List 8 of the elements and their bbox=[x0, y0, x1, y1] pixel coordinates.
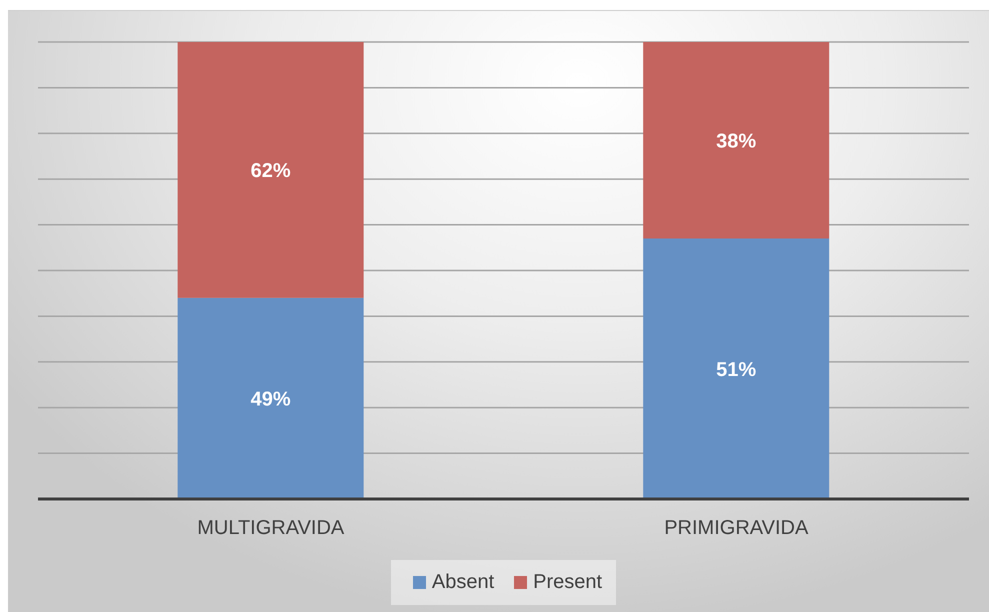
x-tick-label: PRIMIGRAVIDA bbox=[664, 517, 809, 540]
x-tick-label: MULTIGRAVIDA bbox=[197, 517, 345, 540]
annotation: 51% bbox=[716, 358, 756, 381]
annotation: 38% bbox=[716, 130, 756, 152]
legend-label: Absent bbox=[432, 571, 494, 594]
legend-label: Present bbox=[533, 571, 602, 594]
annotation: 49% bbox=[250, 388, 291, 411]
annotation: 62% bbox=[250, 160, 291, 182]
